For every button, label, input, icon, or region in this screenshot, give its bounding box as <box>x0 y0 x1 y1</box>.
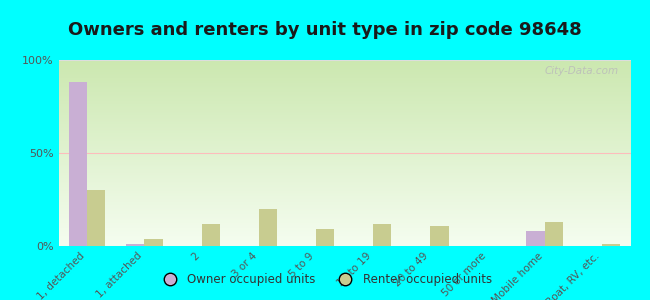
Legend: Owner occupied units, Renter occupied units: Owner occupied units, Renter occupied un… <box>153 269 497 291</box>
Bar <box>126 244 144 246</box>
Bar <box>144 238 162 246</box>
Bar <box>430 226 448 246</box>
Bar <box>87 190 105 246</box>
Bar <box>69 82 87 246</box>
Bar <box>602 244 620 246</box>
Bar <box>545 222 563 246</box>
Text: Owners and renters by unit type in zip code 98648: Owners and renters by unit type in zip c… <box>68 21 582 39</box>
Bar <box>316 229 334 246</box>
Bar <box>373 224 391 246</box>
Bar <box>259 209 277 246</box>
Bar <box>202 224 220 246</box>
Text: City-Data.com: City-Data.com <box>545 66 619 76</box>
Bar <box>526 231 545 246</box>
